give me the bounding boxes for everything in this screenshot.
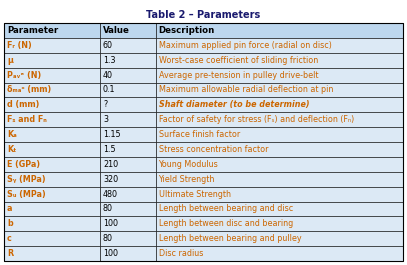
Text: ?: ? — [103, 100, 107, 109]
Bar — [155, 23, 403, 38]
Bar — [100, 187, 155, 201]
Text: 1.5: 1.5 — [103, 145, 116, 154]
Text: Fᵣ (N): Fᵣ (N) — [7, 41, 32, 50]
Text: 40: 40 — [103, 70, 113, 80]
Bar — [4, 112, 100, 127]
Bar — [4, 217, 100, 231]
Bar — [155, 112, 403, 127]
Bar — [100, 201, 155, 217]
Bar — [100, 157, 155, 172]
Bar — [155, 231, 403, 246]
Bar — [155, 217, 403, 231]
Text: 0.1: 0.1 — [103, 85, 116, 94]
Text: Disc radius: Disc radius — [158, 249, 203, 258]
Text: Parameter: Parameter — [7, 26, 58, 35]
Bar — [100, 23, 155, 38]
Text: 100: 100 — [103, 249, 118, 258]
Bar — [155, 68, 403, 82]
Text: Value: Value — [103, 26, 130, 35]
Text: a: a — [7, 204, 13, 213]
Bar — [4, 187, 100, 201]
Bar — [4, 68, 100, 82]
Text: 80: 80 — [103, 204, 113, 213]
Bar — [100, 217, 155, 231]
Bar — [155, 97, 403, 112]
Text: Pₐᵥᵉ (N): Pₐᵥᵉ (N) — [7, 70, 41, 80]
Text: Kₜ: Kₜ — [7, 145, 16, 154]
Text: d (mm): d (mm) — [7, 100, 39, 109]
Bar — [100, 82, 155, 97]
Text: Average pre-tension in pulley drive-belt: Average pre-tension in pulley drive-belt — [158, 70, 318, 80]
Text: Length between bearing and pulley: Length between bearing and pulley — [158, 234, 301, 243]
Bar — [4, 23, 403, 261]
Bar — [4, 23, 100, 38]
Text: Maximum allowable radial deflection at pin: Maximum allowable radial deflection at p… — [158, 85, 333, 94]
Bar — [4, 201, 100, 217]
Text: 60: 60 — [103, 41, 113, 50]
Text: Factor of safety for stress (Fₛ) and deflection (Fₙ): Factor of safety for stress (Fₛ) and def… — [158, 115, 354, 124]
Bar — [100, 172, 155, 187]
Text: Young Modulus: Young Modulus — [158, 160, 218, 169]
Text: δₘₐˣ (mm): δₘₐˣ (mm) — [7, 85, 51, 94]
Text: Worst-case coefficient of sliding friction: Worst-case coefficient of sliding fricti… — [158, 56, 318, 65]
Text: 100: 100 — [103, 219, 118, 228]
Text: 210: 210 — [103, 160, 118, 169]
Text: Table 2 – Parameters: Table 2 – Parameters — [147, 10, 260, 20]
Bar — [155, 187, 403, 201]
Bar — [155, 201, 403, 217]
Text: 1.3: 1.3 — [103, 56, 116, 65]
Bar — [4, 53, 100, 68]
Text: b: b — [7, 219, 13, 228]
Bar — [100, 246, 155, 261]
Bar — [4, 246, 100, 261]
Bar — [100, 231, 155, 246]
Bar — [4, 38, 100, 53]
Text: Kₐ: Kₐ — [7, 130, 17, 139]
Text: Description: Description — [158, 26, 215, 35]
Bar — [100, 38, 155, 53]
Text: Yield Strength: Yield Strength — [158, 175, 215, 184]
Bar — [4, 157, 100, 172]
Text: Sᵤ (MPa): Sᵤ (MPa) — [7, 189, 46, 198]
Text: μ: μ — [7, 56, 13, 65]
Bar — [4, 127, 100, 142]
Bar — [100, 53, 155, 68]
Text: Length between disc and bearing: Length between disc and bearing — [158, 219, 293, 228]
Bar — [155, 246, 403, 261]
Bar — [155, 142, 403, 157]
Text: 480: 480 — [103, 189, 118, 198]
Bar — [100, 142, 155, 157]
Text: Stress concentration factor: Stress concentration factor — [158, 145, 268, 154]
Text: Shaft diameter (to be determine): Shaft diameter (to be determine) — [158, 100, 309, 109]
Bar — [100, 112, 155, 127]
Bar — [155, 157, 403, 172]
Text: Maximum applied pin force (radial on disc): Maximum applied pin force (radial on dis… — [158, 41, 331, 50]
Bar — [155, 82, 403, 97]
Text: Length between bearing and disc: Length between bearing and disc — [158, 204, 293, 213]
Bar — [155, 127, 403, 142]
Text: R: R — [7, 249, 13, 258]
Bar — [4, 82, 100, 97]
Bar — [100, 97, 155, 112]
Text: 320: 320 — [103, 175, 118, 184]
Text: 80: 80 — [103, 234, 113, 243]
Text: Surface finish factor: Surface finish factor — [158, 130, 240, 139]
Text: c: c — [7, 234, 12, 243]
Bar — [4, 172, 100, 187]
Bar — [155, 172, 403, 187]
Text: 1.15: 1.15 — [103, 130, 120, 139]
Text: Ultimate Strength: Ultimate Strength — [158, 189, 230, 198]
Bar — [4, 142, 100, 157]
Bar — [155, 38, 403, 53]
Bar — [100, 127, 155, 142]
Bar — [4, 231, 100, 246]
Text: Sᵧ (MPa): Sᵧ (MPa) — [7, 175, 46, 184]
Text: 3: 3 — [103, 115, 108, 124]
Text: Fₛ and Fₙ: Fₛ and Fₙ — [7, 115, 47, 124]
Bar — [155, 53, 403, 68]
Text: E (GPa): E (GPa) — [7, 160, 40, 169]
Bar — [4, 97, 100, 112]
Bar — [100, 68, 155, 82]
